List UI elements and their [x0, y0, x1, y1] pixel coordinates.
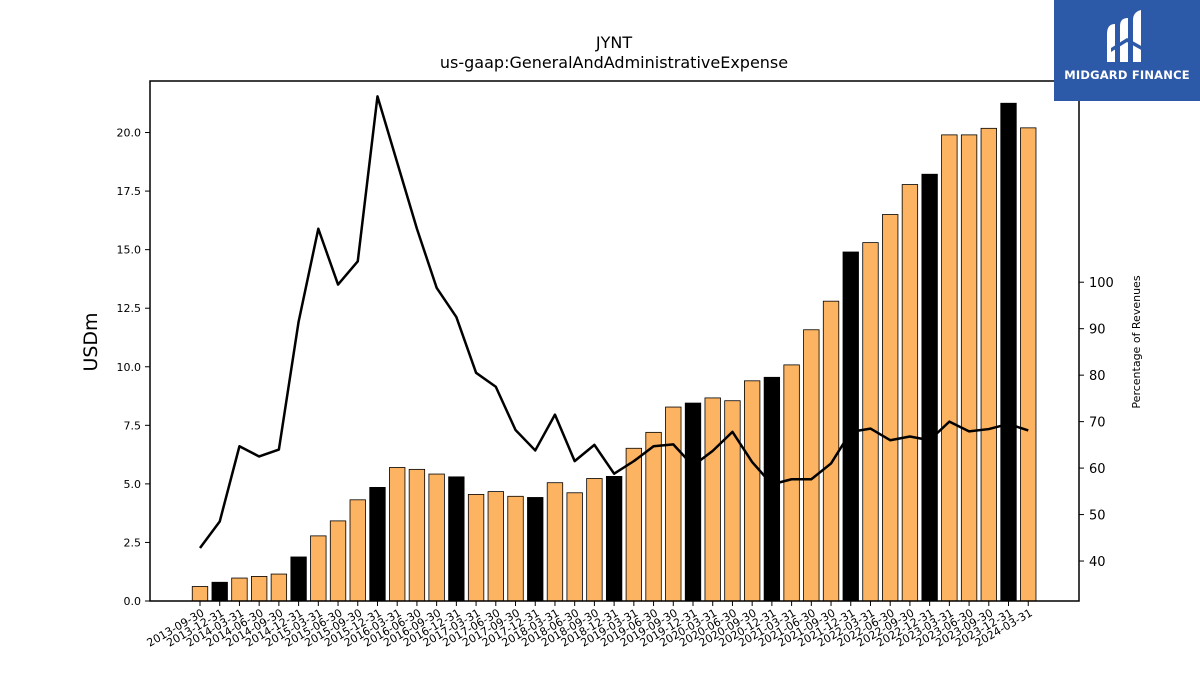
y2-tick-label: 40: [1089, 555, 1106, 570]
y-tick-label: 15.0: [117, 244, 142, 257]
bar: [744, 380, 761, 602]
bar: [507, 495, 524, 602]
brand-logo: MIDGARD FINANCE: [1054, 0, 1200, 101]
bar: [763, 376, 781, 602]
bar: [448, 476, 465, 602]
logo-text: MIDGARD FINANCE: [1064, 68, 1190, 82]
bar: [270, 573, 288, 602]
y2-axis-label: Percentage of Revenues: [1130, 275, 1143, 408]
y-tick-label: 12.5: [117, 302, 142, 315]
bar: [546, 482, 564, 602]
logo-mark-icon: [1107, 10, 1145, 62]
y-tick-label: 5.0: [124, 478, 142, 491]
bar: [704, 397, 721, 602]
y2-tick-label: 70: [1089, 416, 1106, 431]
bar: [527, 497, 544, 602]
bar: [645, 431, 662, 602]
y-tick-label: 20.0: [117, 127, 142, 140]
bar: [1000, 102, 1017, 602]
y-tick-label: 17.5: [117, 185, 142, 198]
chart-title: JYNT: [595, 33, 632, 52]
bar: [605, 475, 623, 602]
y2-tick-label: 50: [1089, 509, 1106, 524]
bar: [566, 492, 583, 602]
bar: [211, 581, 228, 602]
bar: [980, 127, 997, 602]
bar: [586, 478, 603, 602]
bar: [1020, 127, 1037, 602]
bar: [803, 329, 820, 602]
bar: [842, 251, 859, 602]
y2-tick-label: 100: [1089, 276, 1114, 291]
plot-layer: 0.0 2.5 5.0 7.5 10.0 12.5 15.0 17.5 20.0 40 50 60 70…: [117, 95, 1114, 650]
bar: [921, 173, 938, 602]
bar: [862, 242, 879, 602]
y2-tick-label: 90: [1089, 323, 1106, 338]
plot-frame: [149, 80, 1080, 602]
bar: [822, 300, 840, 602]
bar: [389, 467, 406, 602]
bar: [960, 134, 978, 602]
bar: [487, 491, 504, 602]
bar: [882, 214, 899, 602]
y-tick-label: 0.0: [124, 595, 142, 608]
bar: [329, 520, 347, 602]
bar: [684, 402, 702, 602]
y-tick-label: 2.5: [124, 536, 142, 549]
y2-tick-label: 60: [1089, 462, 1106, 477]
percentage-series-line: [198, 95, 1029, 549]
bar: [310, 535, 327, 602]
chart-subtitle: us-gaap:GeneralAndAdministrativeExpense: [440, 53, 788, 72]
bar: [191, 586, 209, 602]
bar: [901, 184, 919, 602]
y-tick-label: 7.5: [124, 419, 142, 432]
bar: [349, 499, 366, 602]
y2-tick-label: 80: [1089, 369, 1106, 384]
bar: [783, 364, 800, 602]
bar: [369, 486, 386, 602]
y-axis-label: USDm: [80, 312, 102, 371]
bar: [231, 577, 248, 602]
bar: [665, 406, 682, 602]
bar: [625, 447, 642, 602]
bar: [251, 576, 268, 602]
y-tick-label: 10.0: [117, 361, 142, 374]
bar: [467, 494, 485, 602]
bar: [941, 134, 958, 602]
bar: [428, 473, 445, 602]
bar: [408, 468, 426, 602]
bar: [290, 556, 307, 602]
